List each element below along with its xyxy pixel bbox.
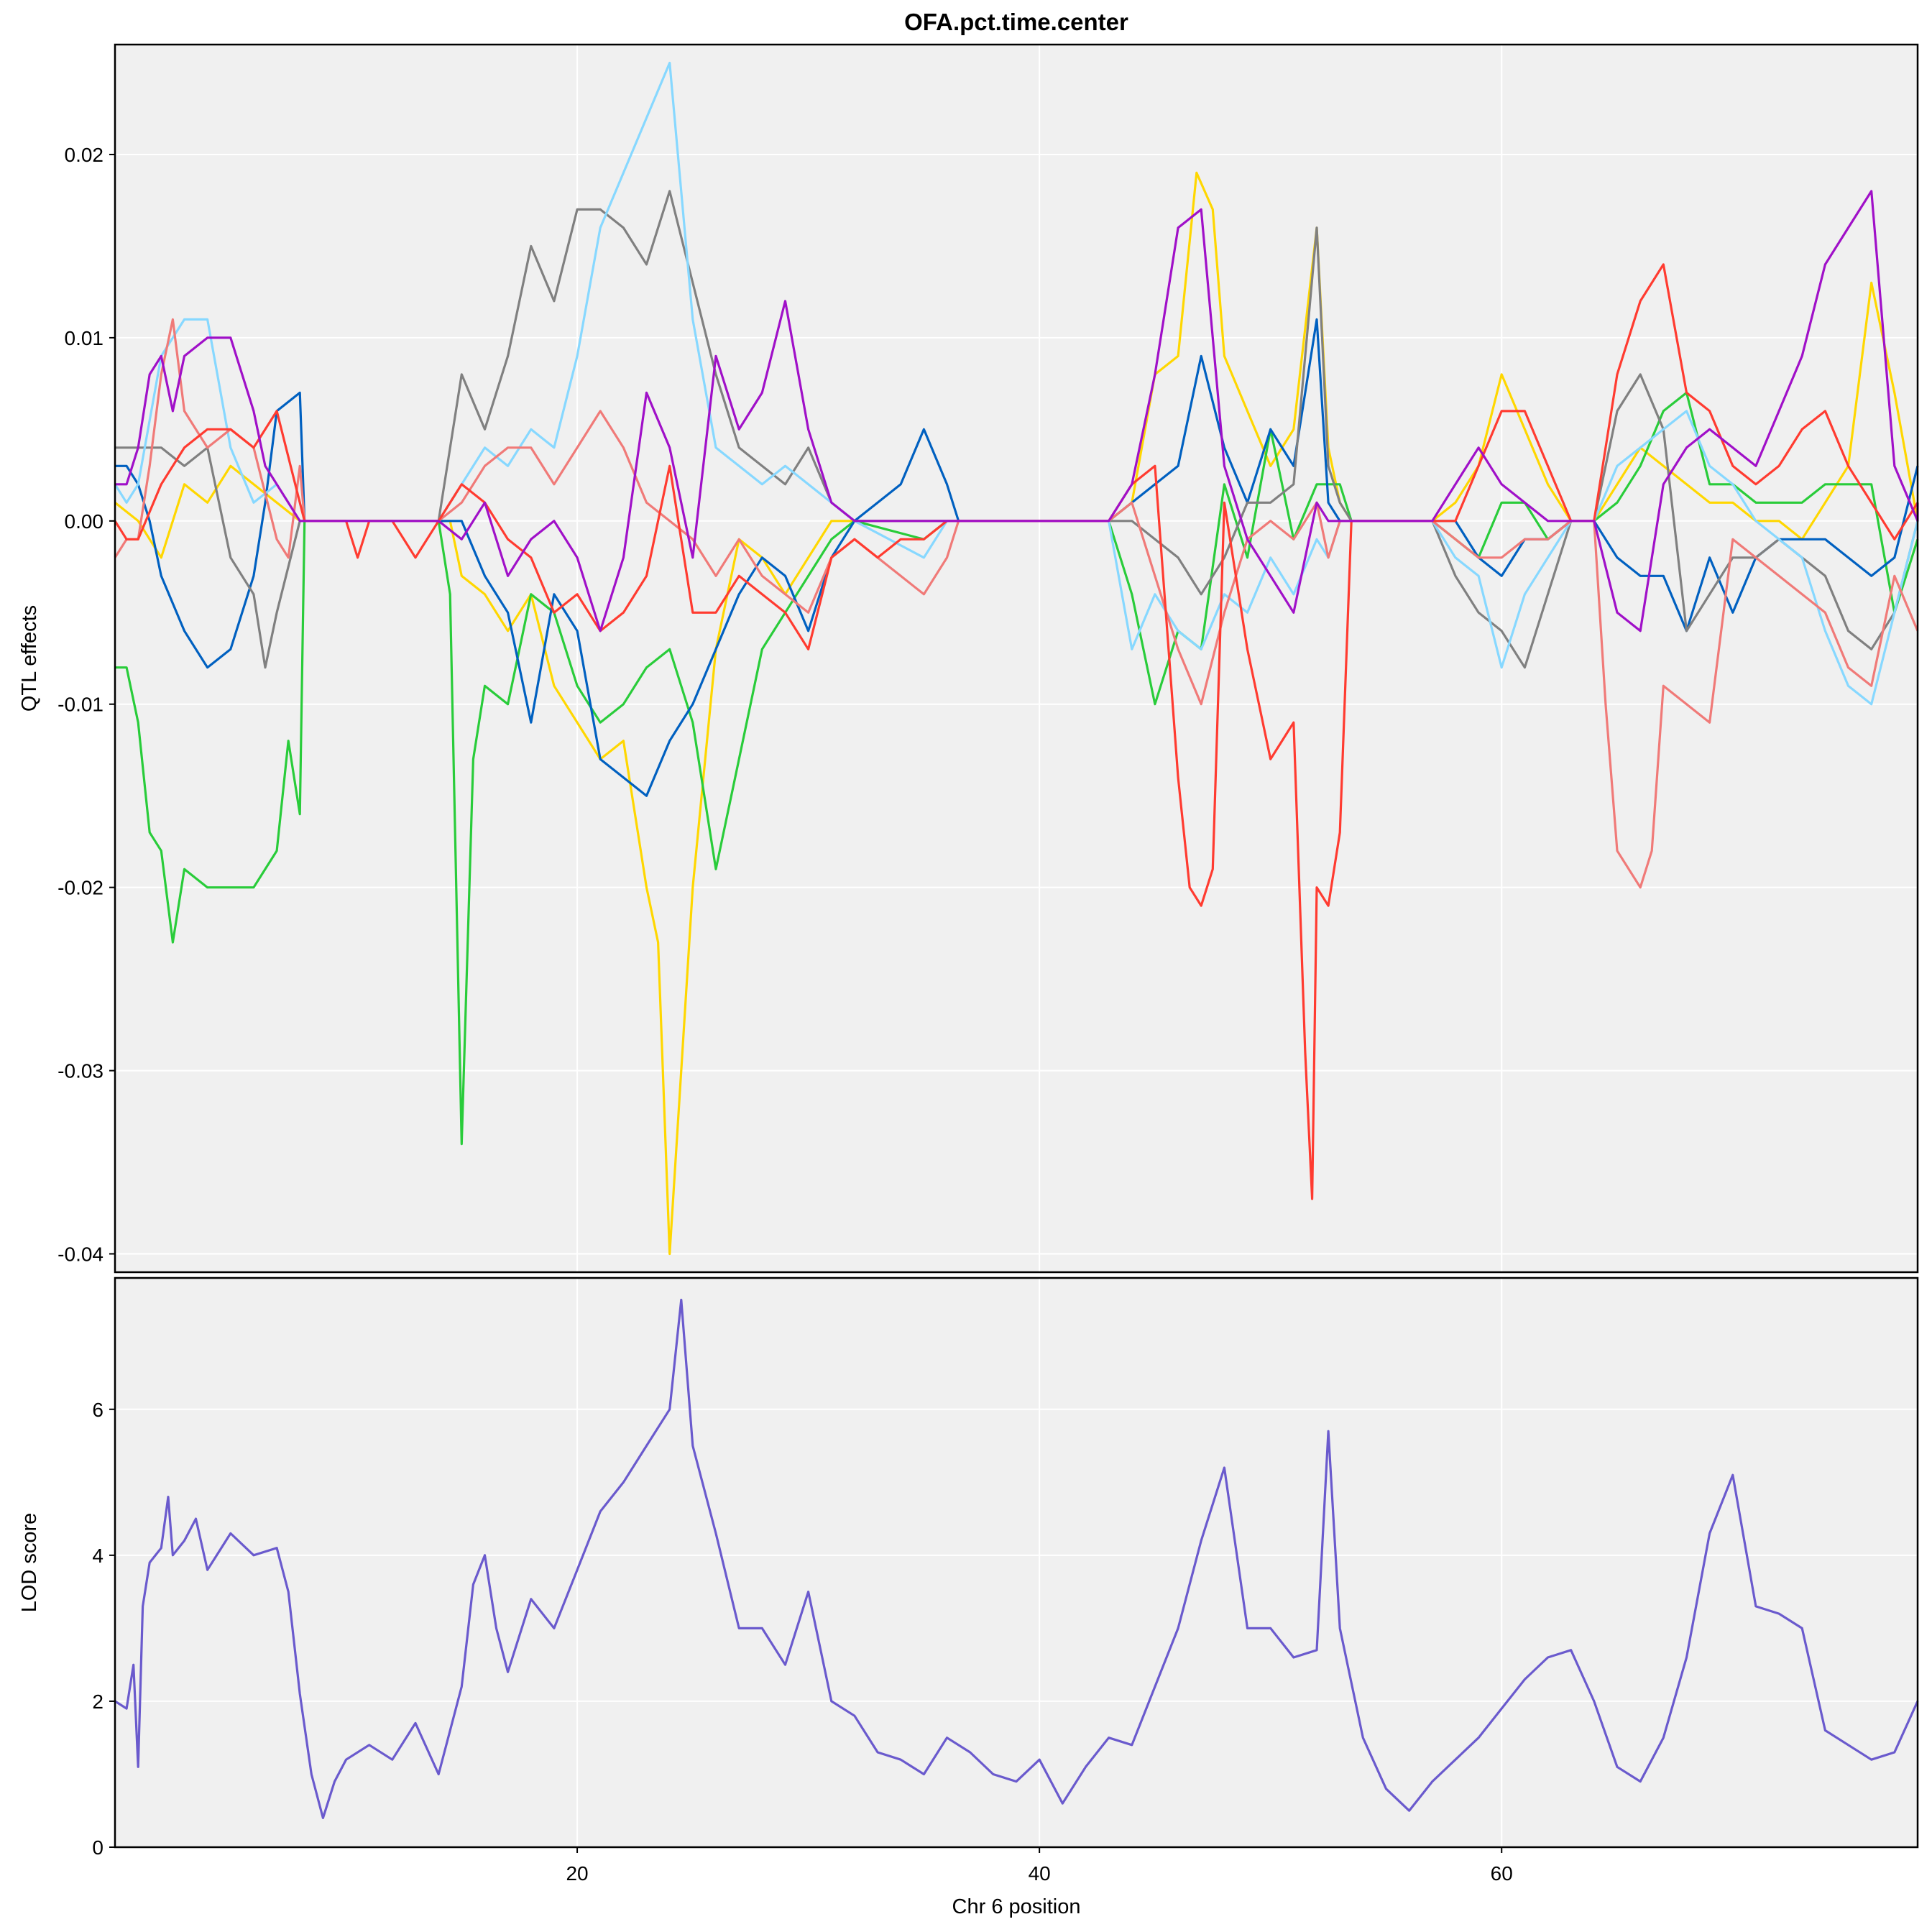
y-tick-label-top-0: -0.04 bbox=[58, 1243, 104, 1266]
series-line-bottom-0 bbox=[114, 1298, 1919, 1819]
y-tick-label-bottom-1: 2 bbox=[92, 1690, 104, 1713]
y-tick-label-bottom-2: 4 bbox=[92, 1545, 104, 1567]
plot-area-bottom bbox=[115, 1278, 1918, 1847]
x-axis-label: Chr 6 position bbox=[952, 1895, 1081, 1918]
series-line-top-1 bbox=[115, 391, 1919, 1146]
series-line-top-7 bbox=[115, 190, 1919, 632]
plot-border-top bbox=[114, 43, 1919, 1274]
plot-border-bottom bbox=[114, 1276, 1919, 1849]
plot-area-top bbox=[115, 45, 1918, 1272]
x-tick-label-0: 20 bbox=[566, 1862, 588, 1885]
y-tick-label-bottom-0: 0 bbox=[92, 1836, 104, 1859]
series-line-top-3 bbox=[115, 190, 1919, 669]
y-tick-label-top-3: -0.01 bbox=[58, 694, 104, 716]
chart-title: OFA.pct.time.center bbox=[904, 9, 1128, 35]
y-tick-label-top-4: 0.00 bbox=[65, 510, 104, 533]
y-tick-label-top-6: 0.02 bbox=[65, 144, 104, 166]
y-tick-label-top-2: -0.02 bbox=[58, 877, 104, 899]
y-axis-label-bottom: LOD score bbox=[18, 1513, 41, 1613]
x-tick-label-2: 60 bbox=[1491, 1862, 1513, 1885]
y-tick-label-top-5: 0.01 bbox=[65, 327, 104, 349]
y-tick-label-bottom-3: 6 bbox=[92, 1399, 104, 1421]
y-axis-label-top: QTL effects bbox=[18, 605, 41, 712]
x-tick-label-1: 40 bbox=[1029, 1862, 1051, 1885]
y-tick-label-top-1: -0.03 bbox=[58, 1060, 104, 1082]
